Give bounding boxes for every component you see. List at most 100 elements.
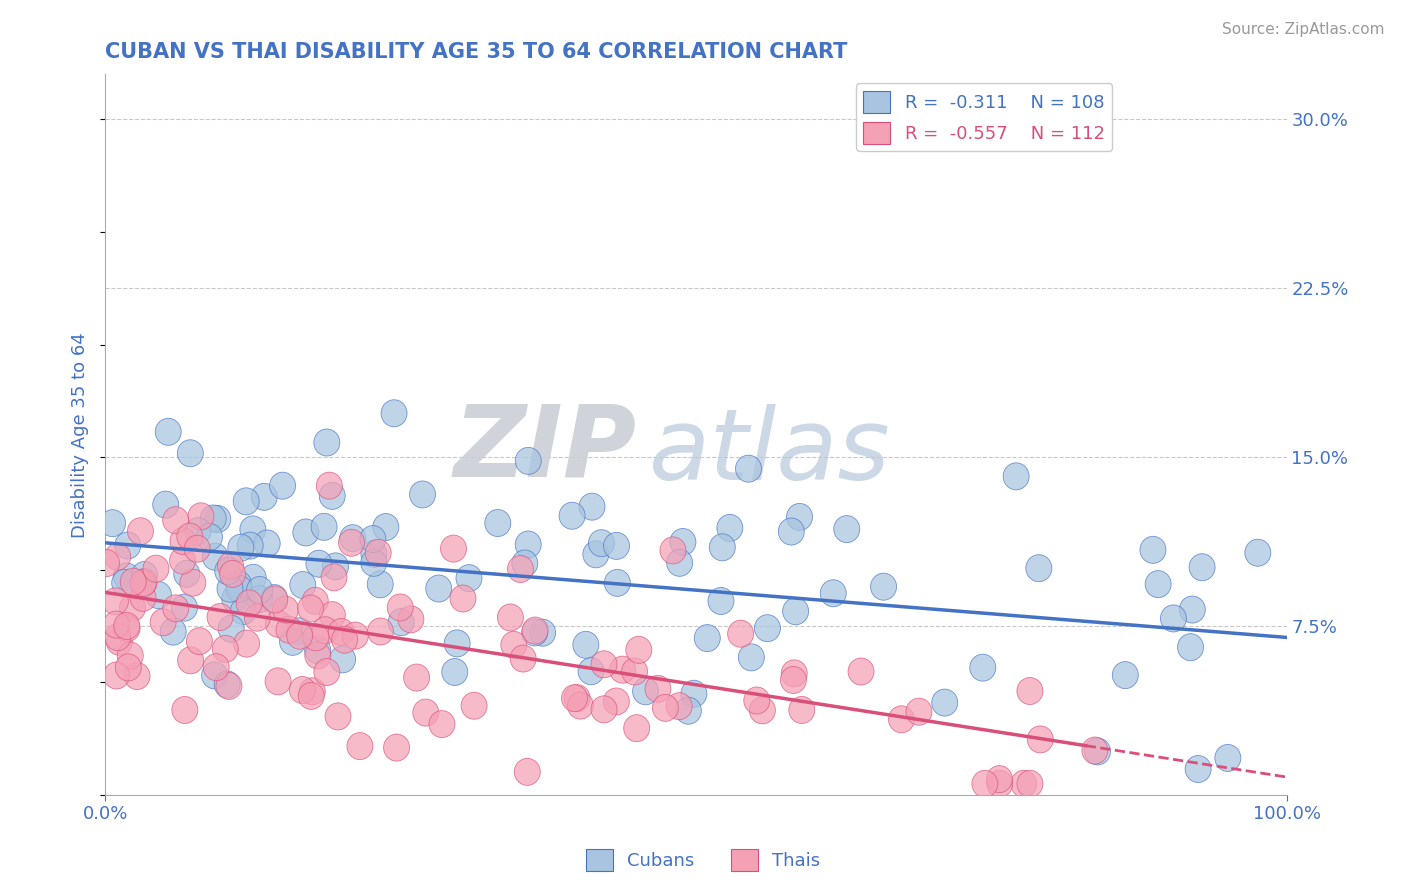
Ellipse shape: [1002, 463, 1029, 490]
Ellipse shape: [233, 630, 260, 657]
Ellipse shape: [172, 697, 198, 723]
Ellipse shape: [302, 587, 328, 615]
Ellipse shape: [972, 771, 998, 797]
Ellipse shape: [114, 613, 139, 640]
Ellipse shape: [605, 569, 630, 597]
Ellipse shape: [626, 636, 652, 664]
Ellipse shape: [287, 617, 312, 645]
Ellipse shape: [347, 732, 373, 760]
Ellipse shape: [218, 615, 245, 642]
Ellipse shape: [603, 533, 630, 559]
Ellipse shape: [163, 595, 188, 622]
Ellipse shape: [114, 563, 139, 590]
Ellipse shape: [131, 569, 156, 597]
Ellipse shape: [197, 524, 222, 550]
Ellipse shape: [789, 697, 815, 723]
Ellipse shape: [332, 626, 357, 653]
Ellipse shape: [820, 580, 846, 607]
Ellipse shape: [970, 654, 995, 681]
Ellipse shape: [316, 472, 342, 500]
Ellipse shape: [131, 568, 157, 596]
Ellipse shape: [404, 664, 430, 691]
Ellipse shape: [340, 524, 366, 551]
Ellipse shape: [319, 483, 346, 509]
Ellipse shape: [498, 604, 523, 631]
Ellipse shape: [461, 692, 486, 719]
Ellipse shape: [782, 660, 807, 687]
Ellipse shape: [485, 509, 510, 536]
Ellipse shape: [104, 624, 131, 650]
Ellipse shape: [1081, 737, 1108, 764]
Ellipse shape: [280, 628, 305, 656]
Ellipse shape: [325, 703, 352, 730]
Ellipse shape: [287, 622, 312, 649]
Ellipse shape: [624, 714, 650, 742]
Ellipse shape: [212, 635, 239, 663]
Ellipse shape: [1180, 596, 1205, 624]
Ellipse shape: [298, 682, 325, 709]
Ellipse shape: [515, 448, 541, 475]
Ellipse shape: [290, 572, 316, 599]
Ellipse shape: [409, 481, 436, 508]
Ellipse shape: [240, 565, 266, 591]
Ellipse shape: [231, 598, 256, 624]
Ellipse shape: [905, 698, 932, 725]
Ellipse shape: [456, 565, 482, 591]
Ellipse shape: [305, 637, 330, 664]
Ellipse shape: [848, 658, 875, 685]
Legend: Cubans, Thais: Cubans, Thais: [578, 842, 828, 879]
Ellipse shape: [155, 418, 181, 445]
Ellipse shape: [728, 620, 754, 648]
Ellipse shape: [515, 758, 540, 785]
Ellipse shape: [246, 576, 273, 604]
Ellipse shape: [207, 604, 233, 631]
Ellipse shape: [262, 584, 287, 612]
Ellipse shape: [321, 564, 347, 591]
Ellipse shape: [252, 483, 277, 510]
Ellipse shape: [659, 537, 686, 564]
Ellipse shape: [508, 556, 533, 582]
Ellipse shape: [413, 699, 439, 726]
Ellipse shape: [603, 688, 630, 715]
Ellipse shape: [783, 598, 808, 624]
Ellipse shape: [132, 561, 157, 589]
Ellipse shape: [150, 608, 176, 636]
Ellipse shape: [172, 594, 197, 621]
Text: ZIP: ZIP: [454, 401, 637, 498]
Ellipse shape: [1011, 771, 1036, 797]
Ellipse shape: [591, 651, 617, 678]
Ellipse shape: [187, 628, 212, 655]
Ellipse shape: [1189, 554, 1215, 581]
Ellipse shape: [381, 400, 408, 426]
Ellipse shape: [1140, 536, 1166, 564]
Ellipse shape: [666, 693, 692, 720]
Ellipse shape: [201, 662, 228, 689]
Ellipse shape: [610, 657, 636, 683]
Ellipse shape: [222, 585, 247, 612]
Ellipse shape: [561, 685, 588, 712]
Ellipse shape: [342, 622, 368, 649]
Ellipse shape: [339, 529, 364, 557]
Ellipse shape: [302, 624, 329, 651]
Ellipse shape: [236, 590, 262, 617]
Ellipse shape: [124, 663, 150, 690]
Ellipse shape: [1112, 662, 1139, 689]
Ellipse shape: [1160, 605, 1187, 632]
Ellipse shape: [360, 525, 385, 552]
Ellipse shape: [444, 630, 470, 657]
Ellipse shape: [104, 543, 131, 570]
Ellipse shape: [254, 530, 280, 557]
Ellipse shape: [681, 681, 707, 707]
Ellipse shape: [121, 568, 146, 595]
Text: atlas: atlas: [648, 404, 890, 501]
Ellipse shape: [305, 642, 330, 669]
Ellipse shape: [177, 647, 204, 673]
Ellipse shape: [749, 697, 775, 724]
Ellipse shape: [373, 514, 399, 541]
Ellipse shape: [226, 571, 252, 598]
Ellipse shape: [128, 517, 153, 545]
Ellipse shape: [361, 541, 387, 567]
Ellipse shape: [292, 519, 319, 546]
Ellipse shape: [200, 505, 226, 532]
Ellipse shape: [228, 534, 254, 561]
